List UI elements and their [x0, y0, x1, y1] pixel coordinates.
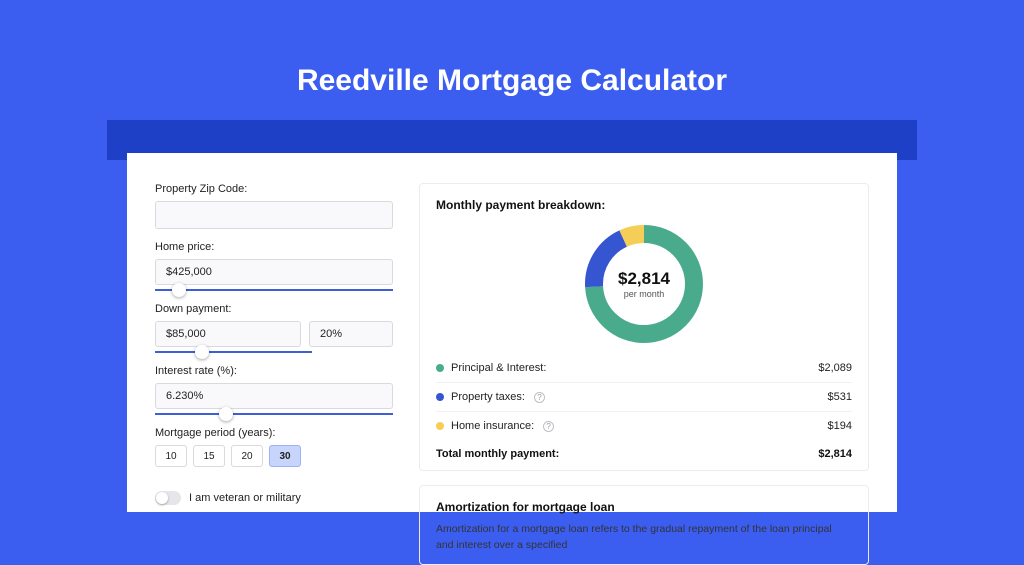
veteran-toggle-knob — [156, 492, 168, 504]
legend: Principal & Interest: $2,089 Property taxe… — [436, 354, 852, 440]
interest-slider[interactable] — [155, 413, 393, 415]
donut-chart: $2,814 per month — [584, 224, 704, 344]
donut-center: $2,814 per month — [584, 224, 704, 344]
help-icon[interactable]: ? — [543, 421, 554, 432]
down-payment-label: Down payment: — [155, 303, 393, 315]
total-row: Total monthly payment: $2,814 — [436, 440, 852, 460]
legend-row: Home insurance:? $194 — [436, 412, 852, 440]
home-price-input[interactable] — [155, 259, 393, 285]
help-icon[interactable]: ? — [534, 392, 545, 403]
legend-dot — [436, 364, 444, 372]
veteran-toggle[interactable] — [155, 491, 181, 505]
home-price-slider-thumb[interactable] — [172, 283, 186, 297]
interest-slider-thumb[interactable] — [219, 407, 233, 421]
input-column: Property Zip Code: Home price: Down paym… — [155, 183, 393, 512]
page-title: Reedville Mortgage Calculator — [0, 0, 1024, 116]
legend-value: $194 — [828, 420, 852, 432]
home-price-label: Home price: — [155, 241, 393, 253]
legend-dot — [436, 393, 444, 401]
down-payment-slider-thumb[interactable] — [195, 345, 209, 359]
interest-input[interactable] — [155, 383, 393, 409]
calculator-panel: Property Zip Code: Home price: Down paym… — [127, 153, 897, 512]
legend-label: Home insurance: — [451, 420, 534, 432]
period-option-30[interactable]: 30 — [269, 445, 301, 467]
legend-value: $2,089 — [818, 362, 852, 374]
home-price-slider[interactable] — [155, 289, 393, 291]
legend-row: Property taxes:? $531 — [436, 383, 852, 412]
legend-value: $531 — [828, 391, 852, 403]
down-payment-pct-input[interactable] — [309, 321, 393, 347]
period-options: 10 15 20 30 — [155, 445, 393, 467]
zip-label: Property Zip Code: — [155, 183, 393, 195]
down-payment-slider[interactable] — [155, 351, 312, 353]
interest-label: Interest rate (%): — [155, 365, 393, 377]
donut-amount: $2,814 — [618, 269, 670, 289]
legend-row: Principal & Interest: $2,089 — [436, 354, 852, 383]
down-payment-field: Down payment: — [155, 303, 393, 353]
zip-field: Property Zip Code: — [155, 183, 393, 229]
amortization-text: Amortization for a mortgage loan refers … — [436, 522, 852, 554]
amortization-card: Amortization for mortgage loan Amortizat… — [419, 485, 869, 565]
donut-sub: per month — [624, 289, 665, 299]
down-payment-input[interactable] — [155, 321, 301, 347]
zip-input[interactable] — [155, 201, 393, 229]
veteran-row: I am veteran or military — [155, 491, 393, 505]
legend-dot — [436, 422, 444, 430]
breakdown-title: Monthly payment breakdown: — [436, 198, 852, 212]
breakdown-card: Monthly payment breakdown: $2,814 per mo… — [419, 183, 869, 471]
legend-label: Property taxes: — [451, 391, 525, 403]
period-option-20[interactable]: 20 — [231, 445, 263, 467]
veteran-label: I am veteran or military — [189, 492, 301, 504]
period-field: Mortgage period (years): 10 15 20 30 — [155, 427, 393, 467]
legend-label: Principal & Interest: — [451, 362, 546, 374]
breakdown-column: Monthly payment breakdown: $2,814 per mo… — [419, 183, 869, 512]
period-label: Mortgage period (years): — [155, 427, 393, 439]
total-value: $2,814 — [818, 448, 852, 460]
period-option-10[interactable]: 10 — [155, 445, 187, 467]
period-option-15[interactable]: 15 — [193, 445, 225, 467]
total-label: Total monthly payment: — [436, 448, 559, 460]
donut-wrap: $2,814 per month — [436, 220, 852, 354]
home-price-field: Home price: — [155, 241, 393, 291]
interest-field: Interest rate (%): — [155, 365, 393, 415]
